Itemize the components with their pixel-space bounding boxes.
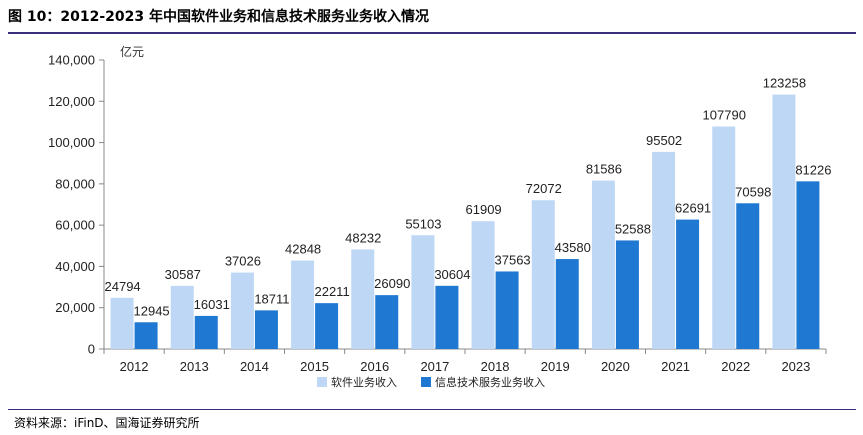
source-note: 资料来源：iFinD、国海证券研究所 <box>14 416 200 430</box>
bar-software-revenue <box>170 285 194 349</box>
x-tick-label: 2020 <box>601 359 630 374</box>
data-label-it-service: 81226 <box>795 162 831 177</box>
x-tick-label: 2012 <box>120 359 149 374</box>
bar-software-revenue <box>411 235 435 349</box>
data-label-software: 37026 <box>225 254 261 269</box>
x-tick-label: 2015 <box>300 359 329 374</box>
data-label-software: 81586 <box>586 162 622 177</box>
data-label-software: 123258 <box>763 76 806 91</box>
bar-software-revenue <box>712 126 736 349</box>
source-divider <box>8 409 856 410</box>
data-label-it-service: 62691 <box>675 201 711 216</box>
x-tick-label: 2016 <box>360 359 389 374</box>
data-label-it-service: 43580 <box>555 240 591 255</box>
bar-chart: 亿元 0 20,000 40,000 60,000 80,000 100,000 120,00… <box>48 44 832 389</box>
y-unit-label: 亿元 <box>120 44 144 59</box>
data-label-it-service: 26090 <box>374 276 410 291</box>
bar-it-service-revenue <box>615 240 639 349</box>
bar-software-revenue <box>652 151 676 349</box>
data-label-software: 30587 <box>165 267 201 282</box>
data-label-it-service: 16031 <box>194 297 230 312</box>
y-tick-label: 80,000 <box>55 176 95 191</box>
data-label-software: 61909 <box>466 202 502 217</box>
bar-it-service-revenue <box>134 322 158 349</box>
bar-software-revenue <box>772 94 796 349</box>
legend-label-it-service: 信息技术服务业务收入 <box>435 375 545 389</box>
x-tick-label: 2023 <box>781 359 810 374</box>
data-labels-group: 24794 30587 37026 42848 48232 55103 61909 72072… <box>105 76 832 319</box>
legend-swatch-it-service <box>421 377 431 387</box>
x-axis: 2012 2013 2014 2015 2016 2017 2018 2019 2020 2021… <box>103 348 827 374</box>
bar-software-revenue <box>531 200 555 349</box>
legend-label-software: 软件业务收入 <box>331 375 397 389</box>
x-tick-label: 2018 <box>481 359 510 374</box>
data-label-it-service: 52588 <box>615 221 651 236</box>
bar-software-revenue <box>110 297 134 349</box>
bar-it-service-revenue <box>495 271 519 349</box>
bar-it-service-revenue <box>676 219 700 349</box>
bar-software-revenue <box>351 249 375 349</box>
data-label-software: 55103 <box>405 216 441 231</box>
data-label-software: 48232 <box>345 230 381 245</box>
y-tick-label: 140,000 <box>48 53 95 68</box>
data-label-it-service: 18711 <box>254 291 289 306</box>
y-tick-label: 40,000 <box>55 259 95 274</box>
bar-it-service-revenue <box>555 259 579 349</box>
y-tick-label: 60,000 <box>55 218 95 233</box>
y-tick-label: 0 <box>88 342 95 357</box>
data-label-it-service: 12945 <box>134 303 170 318</box>
x-tick-label: 2021 <box>661 359 690 374</box>
data-label-it-service: 22211 <box>314 284 349 299</box>
bar-it-service-revenue <box>435 285 459 349</box>
y-tick-label: 120,000 <box>48 94 95 109</box>
bar-it-service-revenue <box>736 203 760 349</box>
title-divider <box>8 32 856 34</box>
bar-software-revenue <box>591 180 615 349</box>
bar-it-service-revenue <box>254 310 278 349</box>
x-tick-label: 2014 <box>240 359 269 374</box>
y-tick-label: 20,000 <box>55 300 95 315</box>
bar-software-revenue <box>291 260 315 349</box>
x-tick-label: 2013 <box>180 359 209 374</box>
figure-title: 图 10：2012-2023 年中国软件业务和信息技术服务业务收入情况 <box>8 9 429 25</box>
bar-it-service-revenue <box>796 181 820 349</box>
data-label-software: 24794 <box>105 279 141 294</box>
legend-swatch-software <box>317 377 327 387</box>
bar-series-group <box>110 94 820 349</box>
x-tick-label: 2017 <box>420 359 449 374</box>
chart-legend: 软件业务收入 信息技术服务业务收入 <box>317 375 545 389</box>
data-label-it-service: 70598 <box>735 184 771 199</box>
bar-software-revenue <box>471 221 495 349</box>
data-label-it-service: 30604 <box>434 267 470 282</box>
data-label-software: 107790 <box>703 107 746 122</box>
data-label-software: 95502 <box>646 133 682 148</box>
data-label-software: 72072 <box>526 181 562 196</box>
bar-it-service-revenue <box>194 315 218 349</box>
bar-software-revenue <box>230 272 254 349</box>
y-tick-label: 100,000 <box>48 135 95 150</box>
y-axis: 亿元 0 20,000 40,000 60,000 80,000 100,000 120,00… <box>48 44 144 357</box>
data-label-it-service: 37563 <box>495 252 531 267</box>
x-tick-label: 2022 <box>721 359 750 374</box>
bar-it-service-revenue <box>375 295 399 349</box>
bar-it-service-revenue <box>315 303 339 349</box>
data-label-software: 42848 <box>285 242 321 257</box>
x-tick-label: 2019 <box>541 359 570 374</box>
